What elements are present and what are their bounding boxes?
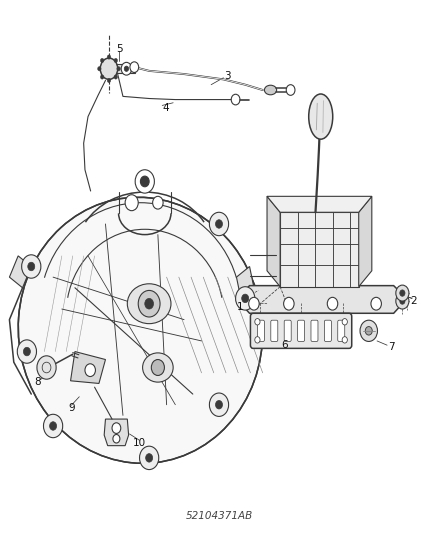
Circle shape [242,294,249,303]
Circle shape [396,285,409,301]
Circle shape [100,75,104,79]
Circle shape [23,348,30,356]
Text: 1: 1 [237,302,243,312]
Text: 7: 7 [388,342,395,352]
Circle shape [152,196,163,209]
Circle shape [121,62,132,75]
Circle shape [151,360,164,375]
Ellipse shape [127,284,171,324]
Circle shape [209,212,229,236]
Text: 3: 3 [224,71,231,81]
Circle shape [107,55,111,59]
Circle shape [125,195,138,211]
Circle shape [342,337,347,343]
Circle shape [327,297,338,310]
Circle shape [21,255,41,278]
Text: 10: 10 [133,438,146,448]
FancyBboxPatch shape [284,320,291,342]
FancyBboxPatch shape [311,320,318,342]
Circle shape [209,393,229,416]
Circle shape [400,290,405,296]
Polygon shape [359,196,372,287]
Circle shape [114,75,117,79]
Circle shape [100,58,104,62]
Polygon shape [71,352,106,383]
Circle shape [360,320,378,342]
FancyBboxPatch shape [297,320,304,342]
Polygon shape [267,196,280,287]
Circle shape [112,423,121,433]
Circle shape [249,297,259,310]
Circle shape [140,446,159,470]
Polygon shape [241,286,403,313]
Circle shape [117,67,120,71]
Circle shape [28,262,35,271]
FancyBboxPatch shape [325,320,332,342]
Circle shape [396,293,409,309]
Circle shape [113,434,120,443]
Text: 6: 6 [281,340,288,350]
Ellipse shape [265,85,277,95]
Text: 52104371AB: 52104371AB [185,511,253,521]
FancyBboxPatch shape [338,320,345,342]
Circle shape [215,400,223,409]
FancyBboxPatch shape [258,320,265,342]
Text: 5: 5 [116,44,123,53]
Ellipse shape [143,353,173,382]
Polygon shape [10,256,31,288]
FancyBboxPatch shape [271,320,278,342]
Polygon shape [237,266,254,298]
Circle shape [107,78,111,83]
Circle shape [400,298,405,304]
Circle shape [141,176,149,187]
Circle shape [114,58,117,62]
Circle shape [37,356,56,379]
Circle shape [43,414,63,438]
Ellipse shape [18,197,262,463]
Circle shape [138,290,160,317]
Circle shape [100,58,118,79]
Circle shape [231,94,240,105]
Circle shape [146,454,152,462]
Circle shape [342,319,347,325]
Circle shape [215,220,223,228]
Circle shape [85,364,95,376]
Circle shape [365,327,372,335]
Circle shape [236,287,255,310]
Circle shape [284,297,294,310]
Circle shape [255,319,260,325]
Circle shape [255,337,260,343]
Circle shape [124,66,129,71]
Polygon shape [102,64,135,73]
Polygon shape [267,196,372,212]
Circle shape [135,169,154,193]
Circle shape [371,297,381,310]
Text: 9: 9 [68,403,75,413]
Circle shape [145,298,153,309]
Text: 4: 4 [162,103,169,113]
Ellipse shape [309,94,333,139]
Circle shape [17,340,36,364]
Circle shape [98,67,101,71]
Circle shape [286,85,295,95]
Polygon shape [104,419,129,446]
Circle shape [49,422,57,430]
Text: 8: 8 [35,377,41,387]
Circle shape [130,62,139,72]
FancyBboxPatch shape [251,313,352,349]
Text: 2: 2 [410,296,417,306]
Polygon shape [280,212,359,287]
